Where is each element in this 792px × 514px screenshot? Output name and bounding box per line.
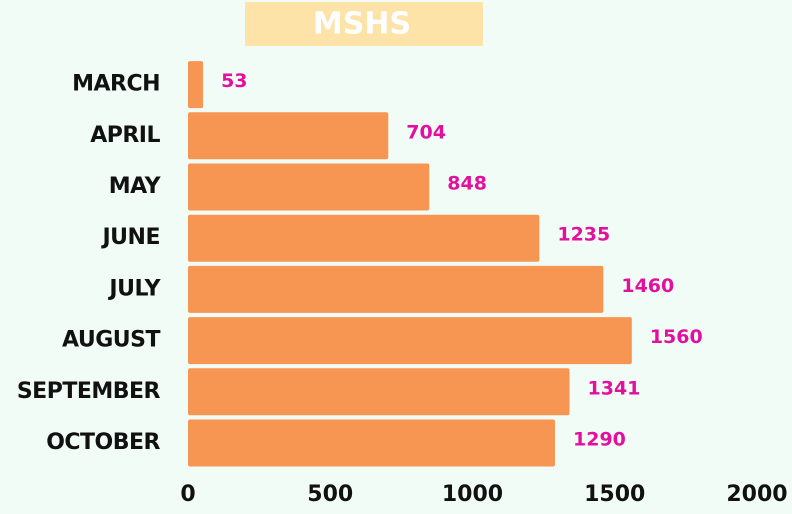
x-tick-label: 1500 [584,482,645,507]
x-tick-label: 1000 [442,482,503,507]
bar [188,317,632,365]
value-label: 848 [447,173,487,195]
value-label: 704 [406,121,446,143]
y-tick-label: APRIL [90,123,160,148]
y-tick-label: JUNE [101,225,161,250]
badge: MSHS [313,7,411,42]
bar [188,112,389,160]
bar [188,265,604,313]
y-tick-label: MAY [109,174,162,199]
value-label: 1560 [650,326,703,348]
bar [188,214,540,262]
badge-bg [245,2,483,46]
value-label: 1460 [621,275,674,297]
value-label: 1290 [573,429,626,451]
x-tick-label: 0 [180,482,195,507]
value-label: 53 [221,70,247,92]
x-tick-label: 2000 [726,482,787,507]
y-tick-label: AUGUST [62,328,160,353]
bar [188,419,556,467]
value-label: 1235 [557,224,610,246]
x-tick-label: 500 [307,482,353,507]
y-tick-label: OCTOBER [46,430,160,455]
y-tick-label: JULY [107,276,161,301]
bar [188,61,204,109]
bar [188,163,430,211]
y-tick-label: SEPTEMBER [17,379,161,404]
value-label: 1341 [588,377,641,399]
bar [188,368,570,416]
y-tick-label: MARCH [72,72,160,97]
